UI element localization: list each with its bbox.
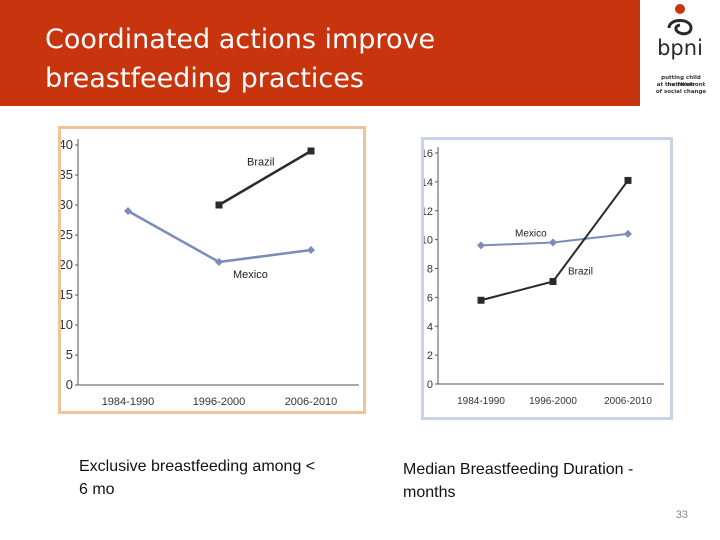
chart1-y-tick-label: 5: [66, 347, 73, 362]
chart2-x-tick-label: 1996-2000: [529, 396, 577, 407]
slide-title: Coordinated actions improve breastfeedin…: [45, 20, 605, 98]
chart1-caption-line-2: 6 mo: [79, 481, 115, 498]
chart2-data-point-mexico: [624, 229, 632, 238]
chart1-y-tick-label: 25: [61, 227, 73, 242]
chart1-y-tick-label: 15: [61, 287, 73, 302]
slide-title-line-1: Coordinated actions improve: [45, 24, 436, 55]
chart1-caption-line-1: Exclusive breastfeeding among <: [79, 458, 316, 475]
chart2-y-tick-label: 6: [427, 292, 433, 304]
chart1-data-point-mexico: [124, 207, 132, 215]
chart2-y-tick-label: 14: [424, 177, 433, 189]
chart1-series-label-brazil: Brazil: [247, 156, 275, 168]
chart2-y-tick-label: 8: [427, 264, 433, 276]
breastfeeding-duration-chart: 0 2 4 6 8 10 12 14 16 1984-1990 1996-2000 2006-2010…: [421, 137, 673, 420]
chart1-series-line-mexico: [127, 209, 312, 264]
chart1-y-tick-label: 10: [61, 317, 73, 332]
chart1-y-tick-label: 40: [61, 137, 73, 152]
chart1-data-point-brazil: [307, 147, 315, 155]
chart1-data-point-mexico: [215, 258, 223, 266]
chart2-x-tick-label: 1984-1990: [457, 396, 505, 407]
chart1-series-label-mexico: Mexico: [233, 269, 268, 281]
chart2-data-point-mexico: [477, 241, 485, 250]
chart2-data-point-brazil: [624, 176, 632, 184]
bpni-emblem-icon: [667, 4, 693, 36]
chart2-series-label-mexico: Mexico: [515, 229, 547, 240]
chart2-data-point-brazil: [477, 296, 485, 304]
chart2-y-tick-label: 4: [427, 321, 433, 333]
chart2-caption-line-2: months: [403, 484, 456, 501]
chart2-x-tick-label: 2006-2010: [604, 396, 652, 407]
page-number: 33: [675, 509, 688, 521]
title-banner: Coordinated actions improve breastfeedin…: [0, 0, 640, 106]
slide-title-line-2: breastfeeding practices: [45, 63, 364, 94]
chart1-series-line-brazil: [218, 149, 312, 207]
chart2-data-point-mexico: [549, 238, 557, 247]
chart1-data-point-brazil: [215, 201, 223, 209]
chart2-y-tick-label: 2: [427, 350, 433, 362]
chart1-y-tick-label: 35: [61, 167, 73, 182]
chart2-y-tick-label: 16: [424, 148, 433, 160]
chart1-x-tick-label: 2006-2010: [285, 396, 338, 408]
logo-tagline-line-3: of social change: [655, 89, 707, 95]
chart1-data-point-mexico: [307, 246, 315, 254]
chart1-y-tick-label: 20: [61, 257, 73, 272]
exclusive-breastfeeding-chart-svg: 0 5 10 15 20 25 30 35 40 1984-1990 1996-2000 2006-2…: [59, 137, 359, 408]
chart1-y-tick-label: 30: [61, 197, 73, 212]
logo-tagline-line-2: at the forefront: [656, 82, 706, 88]
chart2-series-label-brazil: Brazil: [568, 266, 593, 277]
chart2-y-tick-label: 10: [424, 235, 433, 247]
chart2-y-tick-label: 0: [427, 379, 433, 391]
chart1-y-tick-label: 0: [66, 377, 73, 392]
chart1-caption: Exclusive breastfeeding among < 6 mo: [79, 455, 379, 501]
chart2-y-tick-label: 12: [424, 206, 433, 218]
bpni-logo: bpni putting child nutrition at the fore…: [640, 0, 720, 106]
logo-tagline-line-1: putting child nutrition: [661, 75, 701, 88]
logo-wordmark: bpni: [657, 36, 703, 60]
chart2-caption-line-1: Median Breastfeeding Duration -: [403, 461, 634, 478]
breastfeeding-duration-chart-svg: 0 2 4 6 8 10 12 14 16 1984-1990 1996-2000 2006-2010…: [421, 147, 664, 407]
chart1-x-tick-label: 1996-2000: [193, 396, 246, 408]
chart1-x-tick-label: 1984-1990: [102, 396, 155, 408]
chart2-caption: Median Breastfeeding Duration - months: [403, 458, 703, 504]
exclusive-breastfeeding-chart: 0 5 10 15 20 25 30 35 40 1984-1990 1996-2000 2006-2…: [58, 126, 366, 414]
chart2-data-point-brazil: [549, 277, 557, 285]
